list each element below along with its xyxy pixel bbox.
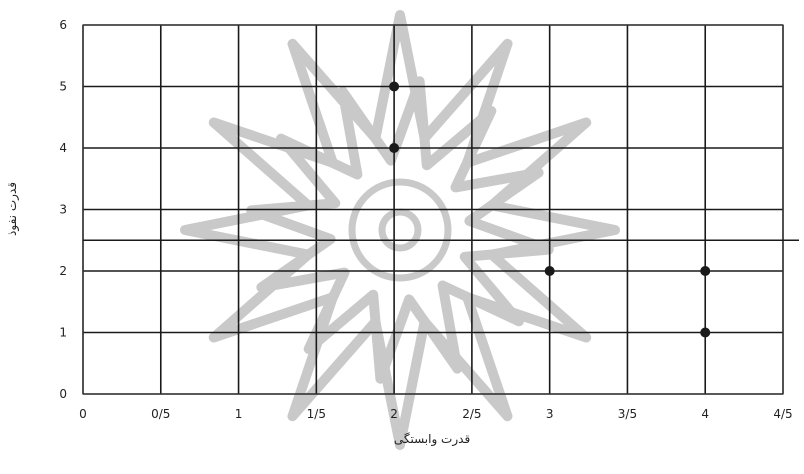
data-points — [389, 81, 711, 338]
x-tick-label: 4 — [701, 407, 709, 421]
y-axis-label: قدرت نفوذ — [5, 182, 20, 236]
x-tick-label: 2/5 — [462, 407, 481, 421]
plot-frame — [82, 24, 784, 395]
x-tick-label: 1 — [235, 407, 243, 421]
x-tick-label: 0 — [79, 407, 87, 421]
x-tick-label: 1/5 — [307, 407, 326, 421]
x-axis-label: قدرت وابستگی — [394, 432, 470, 447]
data-point — [389, 81, 400, 92]
y-tick-label: 4 — [59, 141, 67, 155]
y-tick-label: 5 — [59, 80, 67, 94]
watermark-star — [180, 10, 620, 450]
watermark-center-dot — [378, 208, 422, 252]
data-point — [389, 143, 400, 153]
data-point — [700, 327, 711, 338]
watermark-inner-star — [246, 76, 554, 384]
x-tick-label: 3 — [546, 407, 554, 421]
x-tick-label: 3/5 — [618, 407, 637, 421]
y-tick-label: 0 — [59, 387, 67, 401]
x-tick-label: 0/5 — [151, 407, 170, 421]
x-axis-ticks: 0 0/5 1 1/5 2 2/5 3 3/5 4 4/5 — [79, 407, 792, 421]
data-point — [700, 266, 711, 276]
x-tick-label: 4/5 — [773, 407, 792, 421]
grid — [82, 24, 784, 395]
watermark-rosette — [180, 10, 620, 450]
y-tick-label: 1 — [59, 326, 67, 340]
y-axis-ticks: 0 1 2 3 4 5 6 — [59, 18, 67, 401]
y-tick-label: 2 — [59, 264, 67, 278]
x-tick-label: 2 — [390, 407, 398, 421]
y-tick-label: 6 — [59, 18, 67, 32]
data-point — [544, 266, 555, 276]
watermark-center-ring — [348, 178, 452, 282]
y-tick-label: 3 — [59, 203, 67, 217]
